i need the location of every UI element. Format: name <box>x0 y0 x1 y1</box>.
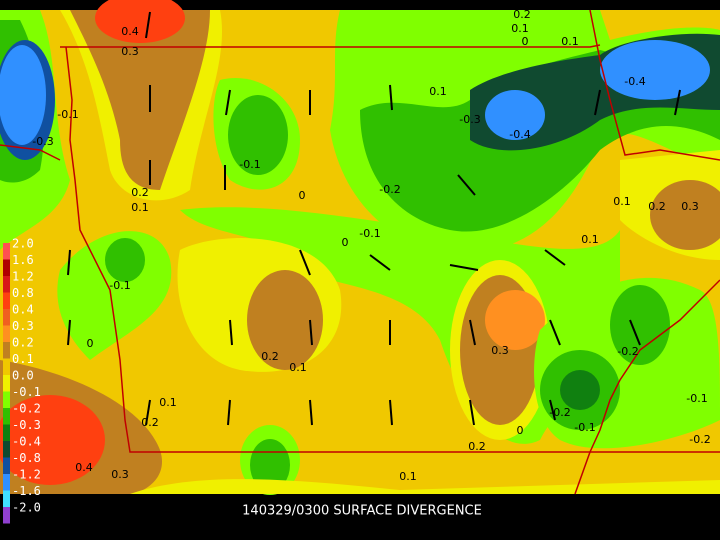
contour-label: 0.1 <box>561 35 579 48</box>
contour-label: -0.2 <box>689 433 710 446</box>
contour-label: 0.1 <box>429 85 447 98</box>
map-field <box>0 0 720 495</box>
colorbar-swatch <box>3 243 10 260</box>
colorbar-label: 1.2 <box>12 270 34 284</box>
colorbar-label: -1.2 <box>12 468 41 482</box>
contour-label: 0.1 <box>131 201 149 214</box>
contour-label: -0.3 <box>32 135 53 148</box>
contour-label: -0.4 <box>509 128 530 141</box>
contour-label: 0.1 <box>613 195 631 208</box>
map-title: 140329/0300 SURFACE DIVERGENCE <box>242 504 482 519</box>
contour-label: -0.1 <box>57 108 78 121</box>
contour-label: 0.3 <box>681 200 699 213</box>
contour-label: -0.1 <box>574 421 595 434</box>
contour-label: 0 <box>342 236 349 249</box>
colorbar-swatch <box>3 441 10 458</box>
colorbar-label: -2.0 <box>12 501 41 515</box>
contour-label: 0.1 <box>581 233 599 246</box>
colorbar-label: -0.2 <box>12 402 41 416</box>
colorbar-label: 1.6 <box>12 253 34 267</box>
contour-label: 0.4 <box>75 461 93 474</box>
contour-label: -0.1 <box>239 158 260 171</box>
colorbar-swatch <box>3 408 10 425</box>
colorbar: 2.0 1.6 1.2 0.8 0.4 0.3 0.2 0.1 0.0 -0.1 -0.2 -0.3 -… <box>3 237 41 524</box>
contour-label: 0.2 <box>513 8 531 21</box>
colorbar-swatch <box>3 375 10 392</box>
colorbar-label: -1.6 <box>12 484 41 498</box>
contour-label: 0 <box>87 337 94 350</box>
colorbar-label: -0.4 <box>12 435 41 449</box>
contour-label: -0.2 <box>617 345 638 358</box>
contour-label: 0.2 <box>648 200 666 213</box>
contour-label: 0.1 <box>511 22 529 35</box>
contour-label: 0.3 <box>121 45 139 58</box>
contour-label: -0.2 <box>379 183 400 196</box>
colorbar-label: 0.4 <box>12 303 34 317</box>
colorbar-swatch <box>3 474 10 491</box>
colorbar-swatch <box>3 325 10 342</box>
colorbar-label: 0.0 <box>12 369 34 383</box>
contour-label: 0.1 <box>159 396 177 409</box>
colorbar-swatch <box>3 309 10 326</box>
colorbar-swatch <box>3 342 10 359</box>
contour-label: -0.1 <box>359 227 380 240</box>
contour-label: 0 <box>299 189 306 202</box>
contour-label: 0.2 <box>468 440 486 453</box>
contour-label: 0 <box>522 35 529 48</box>
colorbar-swatch <box>3 292 10 309</box>
contour-label: -0.2 <box>549 406 570 419</box>
colorbar-label: -0.3 <box>12 418 41 432</box>
contour-label: -0.1 <box>686 392 707 405</box>
colorbar-swatch <box>3 490 10 507</box>
colorbar-swatch <box>3 259 10 276</box>
contour-label: -0.3 <box>459 113 480 126</box>
contour-label: 0.3 <box>491 344 509 357</box>
state-borders <box>0 9 720 495</box>
colorbar-swatch <box>3 358 10 375</box>
colorbar-label: 0.8 <box>12 286 34 300</box>
contour-label: 0.2 <box>131 186 149 199</box>
wind-barbs <box>67 11 681 426</box>
contour-label: 0.4 <box>121 25 139 38</box>
contour-label: 0.1 <box>399 470 417 483</box>
contour-label: 0 <box>517 424 524 437</box>
colorbar-label: 0.2 <box>12 336 34 350</box>
contour-labels: 0.40.30.20.10 0.1-0.40.1-0.3-0.4-0.1-0.3-… <box>32 8 710 483</box>
colorbar-label: -0.1 <box>12 385 41 399</box>
colorbar-label: 0.3 <box>12 319 34 333</box>
colorbar-label: 2.0 <box>12 237 34 251</box>
contour-label: 0.2 <box>141 416 159 429</box>
contour-label: 0.2 <box>261 350 279 363</box>
contour-label: 0.1 <box>289 361 307 374</box>
colorbar-swatch <box>3 424 10 441</box>
colorbar-label: -0.8 <box>12 451 41 465</box>
colorbar-swatch <box>3 391 10 408</box>
colorbar-swatch <box>3 457 10 474</box>
colorbar-label: 0.1 <box>12 352 34 366</box>
colorbar-swatch <box>3 276 10 293</box>
contour-label: -0.1 <box>109 279 130 292</box>
contour-label: -0.4 <box>624 75 645 88</box>
contour-label: 0.3 <box>111 468 129 481</box>
colorbar-swatch <box>3 507 10 524</box>
